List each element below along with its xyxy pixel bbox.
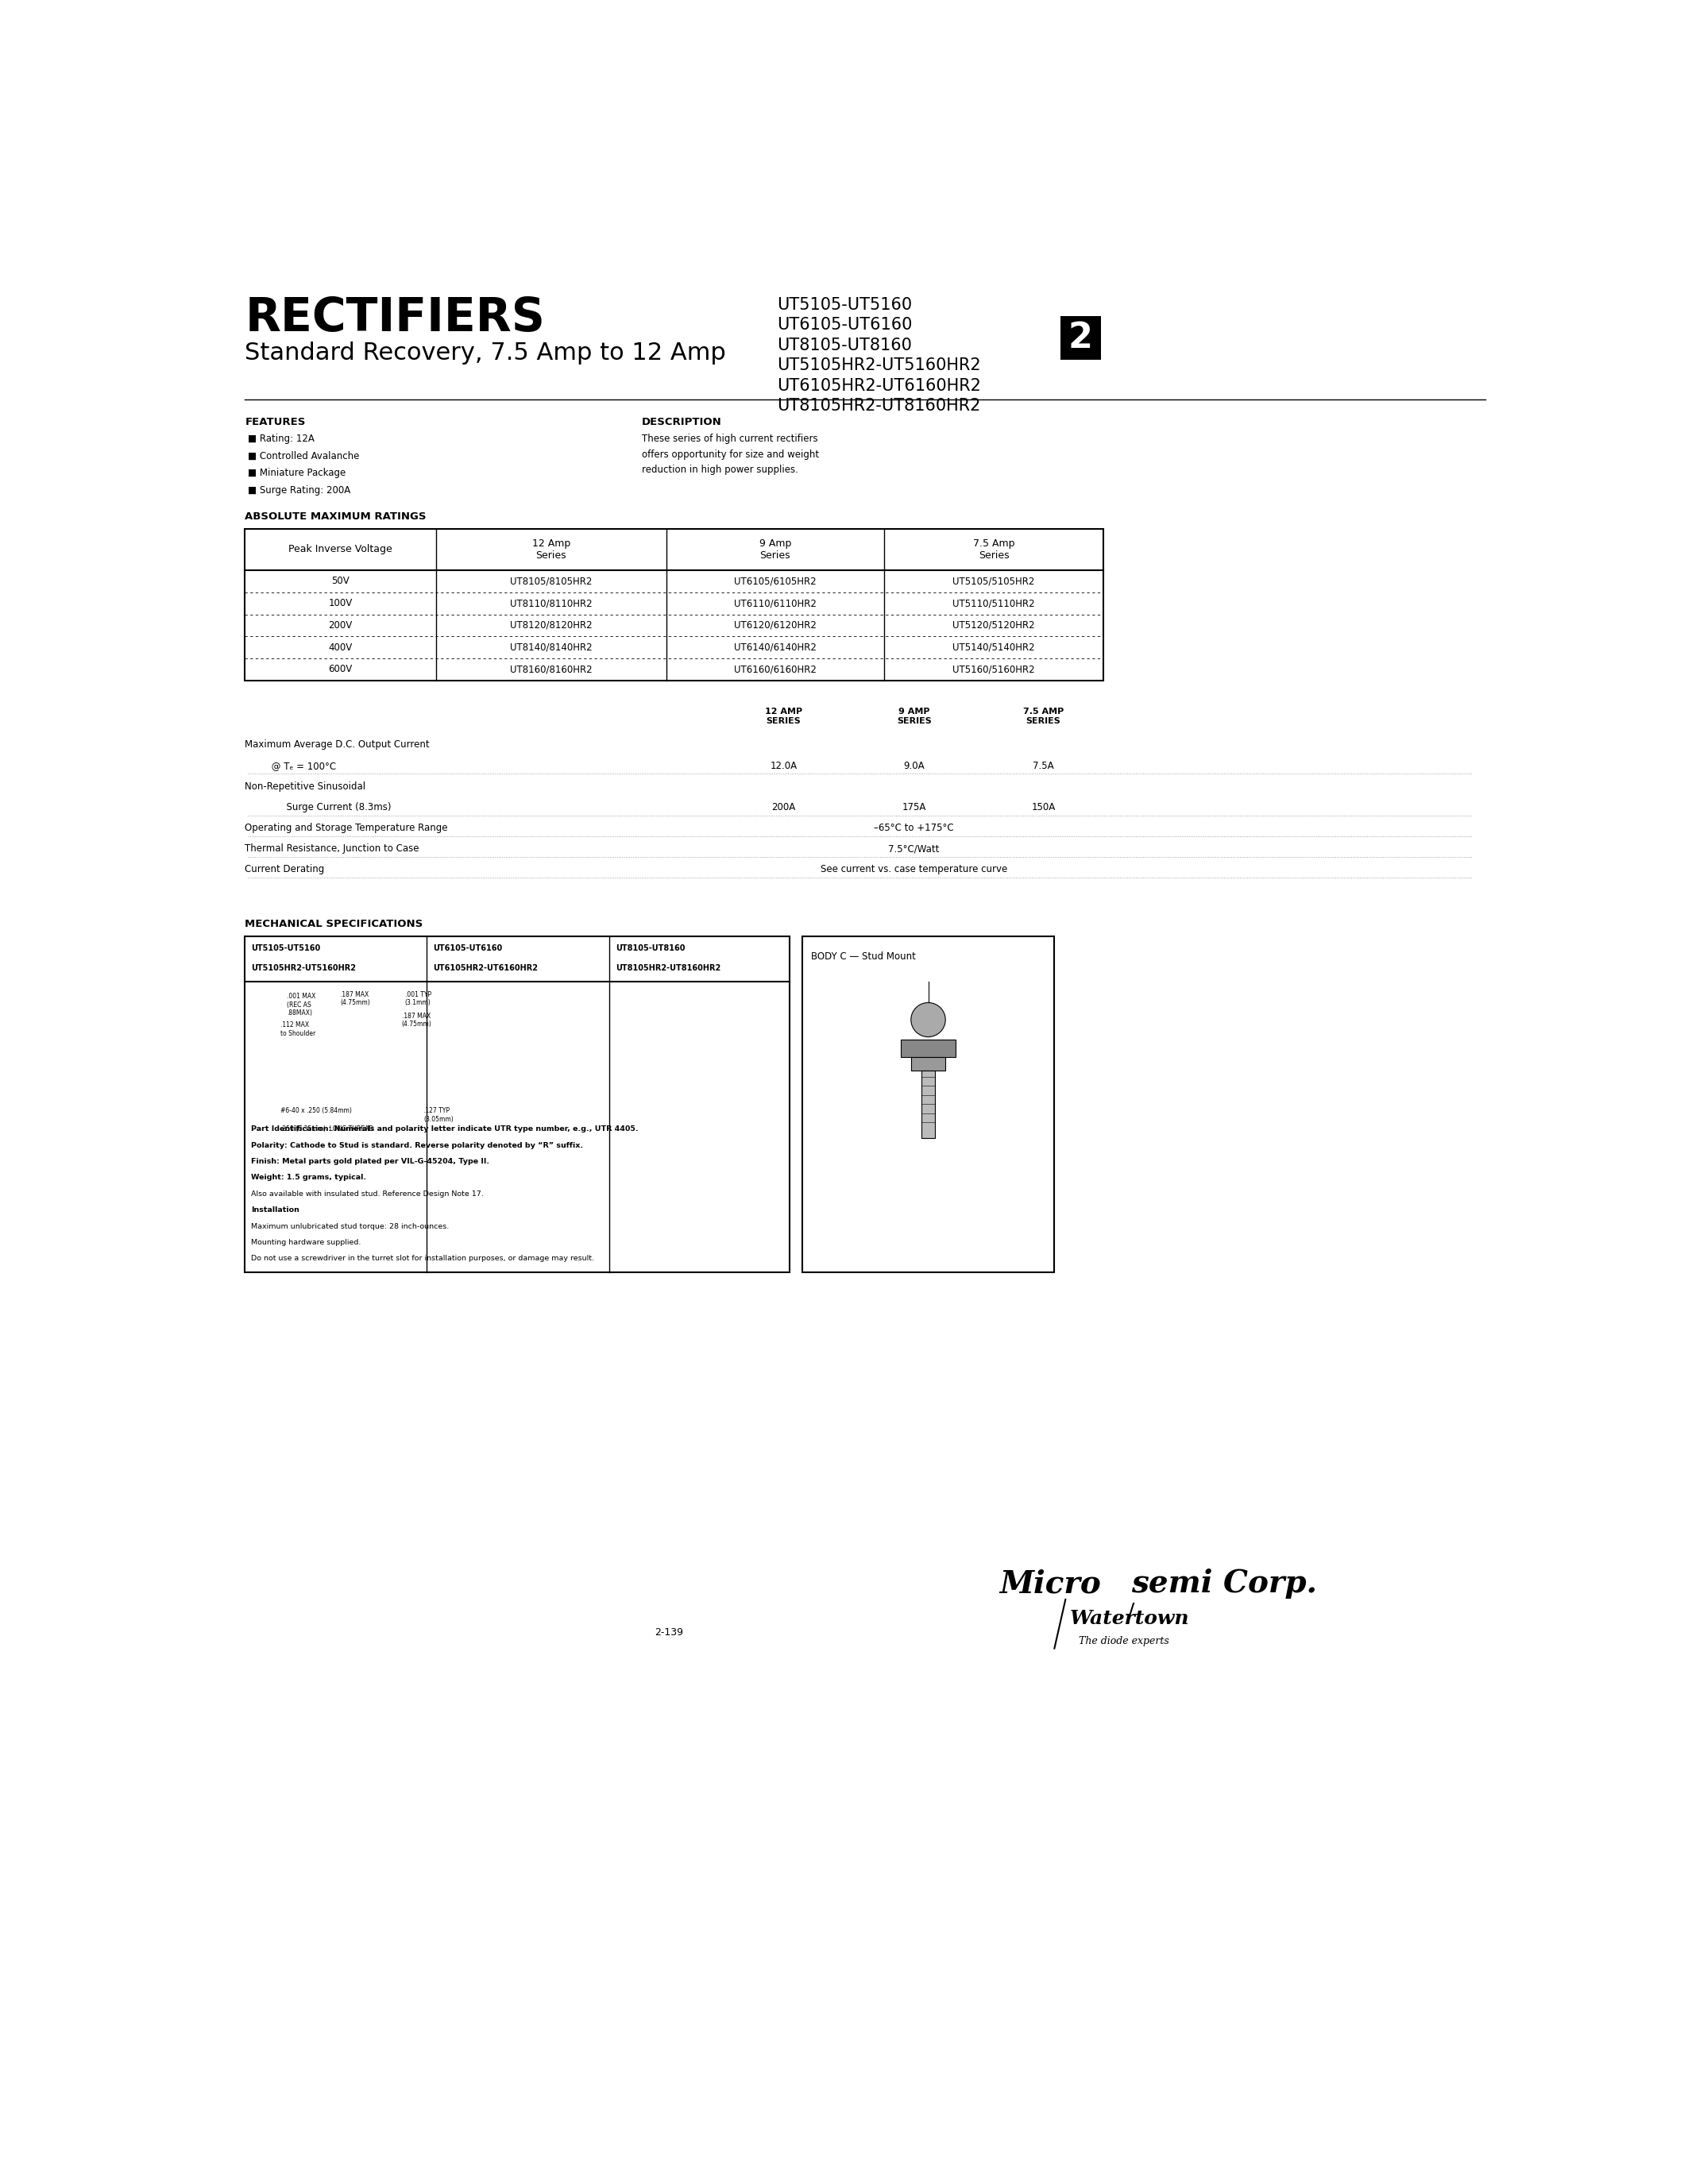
Text: 7.5 AMP
SERIES: 7.5 AMP SERIES	[1023, 708, 1063, 725]
Text: 7.5A: 7.5A	[1033, 760, 1053, 771]
Text: Watertown: Watertown	[1070, 1610, 1190, 1627]
Text: UT6105HR2-UT6160HR2: UT6105HR2-UT6160HR2	[778, 378, 981, 393]
Text: .127 TYP
(3.05mm): .127 TYP (3.05mm)	[424, 1107, 454, 1123]
Text: 200A: 200A	[771, 802, 795, 812]
Text: Installation: Installation	[252, 1206, 299, 1214]
Text: ABSOLUTE MAXIMUM RATINGS: ABSOLUTE MAXIMUM RATINGS	[245, 511, 427, 522]
Bar	[245, 937, 790, 1273]
Text: Finish: Metal parts gold plated per VIL-G-45204, Type II.: Finish: Metal parts gold plated per VIL-…	[252, 1158, 490, 1164]
Bar	[912, 1057, 945, 1070]
Text: ■ Miniature Package: ■ Miniature Package	[248, 467, 346, 478]
Text: 7.5 Amp
Series: 7.5 Amp Series	[972, 539, 1014, 561]
Text: Thermal Resistance, Junction to Case: Thermal Resistance, Junction to Case	[245, 843, 419, 854]
Text: The diode experts: The diode experts	[1079, 1636, 1170, 1647]
Circle shape	[912, 1002, 945, 1037]
Text: .187 MAX
(4.75mm): .187 MAX (4.75mm)	[341, 992, 370, 1007]
Text: 100V: 100V	[327, 598, 353, 609]
Text: Surge Current (8.3ms): Surge Current (8.3ms)	[245, 802, 392, 812]
Text: Weight: 1.5 grams, typical.: Weight: 1.5 grams, typical.	[252, 1175, 366, 1182]
Text: UT6105-UT6160: UT6105-UT6160	[778, 317, 913, 332]
Text: 2: 2	[1069, 321, 1092, 356]
Text: semi Corp.: semi Corp.	[1131, 1568, 1317, 1599]
Text: 12.0A: 12.0A	[770, 760, 797, 771]
Text: Polarity: Cathode to Stud is standard. Reverse polarity denoted by “R” suffix.: Polarity: Cathode to Stud is standard. R…	[252, 1142, 582, 1149]
Text: UT8105HR2-UT8160HR2: UT8105HR2-UT8160HR2	[616, 963, 721, 972]
Text: UT6105/6105HR2: UT6105/6105HR2	[734, 577, 817, 587]
Text: MECHANICAL SPECIFICATIONS: MECHANICAL SPECIFICATIONS	[245, 919, 424, 928]
Text: 12 AMP
SERIES: 12 AMP SERIES	[765, 708, 802, 725]
Text: Part Identification: Numerals and polarity letter indicate UTR type number, e.g.: Part Identification: Numerals and polari…	[252, 1125, 638, 1133]
Bar	[245, 529, 1104, 681]
Text: UT5120/5120HR2: UT5120/5120HR2	[952, 620, 1035, 631]
Text: UT5105HR2-UT5160HR2: UT5105HR2-UT5160HR2	[778, 358, 981, 373]
Text: UT8110/8110HR2: UT8110/8110HR2	[510, 598, 592, 609]
Text: Micro: Micro	[999, 1568, 1101, 1599]
Text: 200V: 200V	[327, 620, 353, 631]
Text: Also available with insulated stud. Reference Design Note 17.: Also available with insulated stud. Refe…	[252, 1190, 483, 1197]
Text: UT5110/5110HR2: UT5110/5110HR2	[952, 598, 1035, 609]
Text: @ Tₑ = 100°C: @ Tₑ = 100°C	[245, 760, 336, 771]
Text: 175A: 175A	[901, 802, 927, 812]
Text: ■ Controlled Avalanche: ■ Controlled Avalanche	[248, 452, 360, 461]
Text: Mounting hardware supplied.: Mounting hardware supplied.	[252, 1238, 361, 1247]
Text: UT8160/8160HR2: UT8160/8160HR2	[510, 664, 592, 675]
Text: UT6110/6110HR2: UT6110/6110HR2	[734, 598, 817, 609]
Text: UT8105HR2-UT8160HR2: UT8105HR2-UT8160HR2	[778, 397, 981, 413]
Text: 7.5°C/Watt: 7.5°C/Watt	[888, 843, 940, 854]
Text: ■ Surge Rating: 200A: ■ Surge Rating: 200A	[248, 485, 351, 496]
Text: .001 TYP
(3.1mm): .001 TYP (3.1mm)	[405, 992, 430, 1007]
Text: #6-40 x .250 (5.84mm): #6-40 x .250 (5.84mm)	[280, 1107, 353, 1114]
Text: UT6160/6160HR2: UT6160/6160HR2	[734, 664, 817, 675]
Bar	[922, 1070, 935, 1138]
Text: UT5140/5140HR2: UT5140/5140HR2	[952, 642, 1035, 653]
Bar	[802, 937, 1055, 1273]
Text: 12 Amp
Series: 12 Amp Series	[532, 539, 571, 561]
Text: UT6140/6140HR2: UT6140/6140HR2	[734, 642, 817, 653]
Text: 2-139: 2-139	[655, 1627, 684, 1638]
Text: 9 Amp
Series: 9 Amp Series	[760, 539, 792, 561]
Text: /: /	[1128, 1603, 1134, 1625]
Text: UT8105-UT8160: UT8105-UT8160	[616, 943, 685, 952]
Text: Operating and Storage Temperature Range: Operating and Storage Temperature Range	[245, 823, 447, 832]
Text: UT5105HR2-UT5160HR2: UT5105HR2-UT5160HR2	[252, 963, 356, 972]
Text: UT5105/5105HR2: UT5105/5105HR2	[952, 577, 1035, 587]
Text: RECTIFIERS: RECTIFIERS	[245, 295, 545, 341]
Text: 150A: 150A	[1031, 802, 1055, 812]
Text: BODY C — Stud Mount: BODY C — Stud Mount	[812, 952, 917, 961]
Text: .187 MAX
(4.75mm): .187 MAX (4.75mm)	[402, 1013, 432, 1029]
Bar	[900, 1040, 955, 1057]
Text: 600V: 600V	[327, 664, 353, 675]
Text: Current Derating: Current Derating	[245, 865, 324, 876]
Text: UT6105HR2-UT6160HR2: UT6105HR2-UT6160HR2	[432, 963, 537, 972]
Text: UT8105/8105HR2: UT8105/8105HR2	[510, 577, 592, 587]
Text: 50V: 50V	[331, 577, 349, 587]
Text: UT8120/8120HR2: UT8120/8120HR2	[510, 620, 592, 631]
Text: Do not use a screwdriver in the turret slot for installation purposes, or damage: Do not use a screwdriver in the turret s…	[252, 1256, 594, 1262]
Text: .112 MAX
to Shoulder: .112 MAX to Shoulder	[280, 1022, 316, 1037]
Text: Standard Recovery, 7.5 Amp to 12 Amp: Standard Recovery, 7.5 Amp to 12 Amp	[245, 341, 726, 365]
Text: Peak Inverse Voltage: Peak Inverse Voltage	[289, 544, 392, 555]
Text: DESCRIPTION: DESCRIPTION	[641, 417, 722, 428]
Text: 9 AMP
SERIES: 9 AMP SERIES	[896, 708, 932, 725]
Text: UT8105-UT8160: UT8105-UT8160	[778, 336, 912, 354]
Text: UT5160/5160HR2: UT5160/5160HR2	[952, 664, 1035, 675]
Text: 400V: 400V	[327, 642, 353, 653]
Text: FEATURES: FEATURES	[245, 417, 306, 428]
Text: Maximum Average D.C. Output Current: Maximum Average D.C. Output Current	[245, 740, 430, 749]
Text: See current vs. case temperature curve: See current vs. case temperature curve	[820, 865, 1008, 876]
Text: UT5105-UT5160: UT5105-UT5160	[252, 943, 321, 952]
Text: These series of high current rectifiers
offers opportunity for size and weight
r: These series of high current rectifiers …	[641, 435, 819, 476]
Text: 9.0A: 9.0A	[903, 760, 925, 771]
Text: ■ Rating: 12A: ■ Rating: 12A	[248, 435, 314, 443]
Text: UT5105-UT5160: UT5105-UT5160	[778, 297, 913, 312]
Text: –65°C to +175°C: –65°C to +175°C	[874, 823, 954, 832]
Text: .001 MAX
(REC AS
.88MAX): .001 MAX (REC AS .88MAX)	[287, 994, 316, 1016]
Text: UT6105-UT6160: UT6105-UT6160	[432, 943, 501, 952]
Text: Non-Repetitive Sinusoidal: Non-Repetitive Sinusoidal	[245, 782, 366, 791]
Text: .250 (6.35mm)  LONG THREAD: .250 (6.35mm) LONG THREAD	[280, 1125, 373, 1133]
Text: UT8140/8140HR2: UT8140/8140HR2	[510, 642, 592, 653]
Text: Maximum unlubricated stud torque: 28 inch-ounces.: Maximum unlubricated stud torque: 28 inc…	[252, 1223, 449, 1230]
Text: UT6120/6120HR2: UT6120/6120HR2	[734, 620, 817, 631]
Bar	[1060, 317, 1101, 360]
